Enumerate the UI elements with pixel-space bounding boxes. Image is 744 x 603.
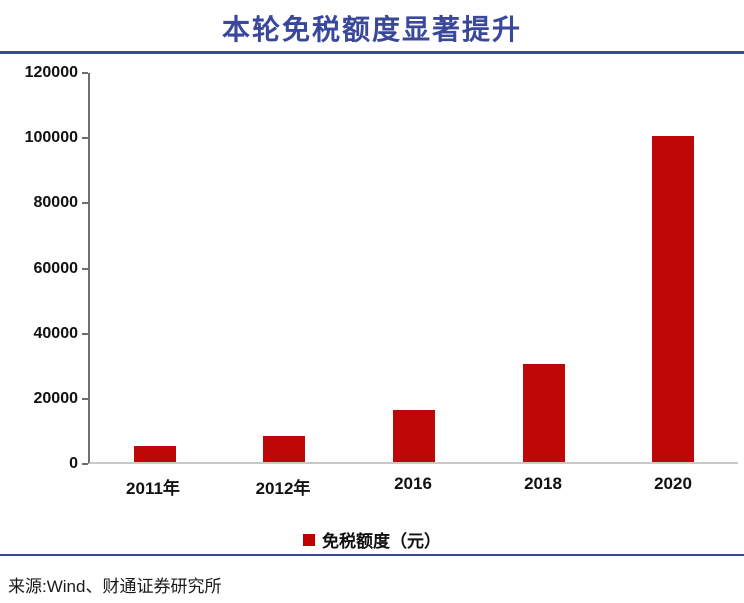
y-tick-label: 60000 <box>33 259 79 277</box>
legend-label: 免税额度（元） <box>322 532 441 551</box>
bar-column <box>349 73 479 462</box>
y-tick-label: 20000 <box>33 389 79 407</box>
x-tick-label: 2020 <box>654 474 692 493</box>
bar-column <box>608 73 738 462</box>
y-tick-mark <box>82 72 88 74</box>
bar <box>263 435 306 462</box>
y-tick-mark <box>82 397 88 400</box>
x-tick-label: 2012年 <box>255 479 311 498</box>
bar-column <box>220 73 350 462</box>
source-caption: 来源:Wind、财通证券研究所 <box>8 577 222 596</box>
legend: 免税额度（元） <box>0 527 744 552</box>
x-tick-label: 2016 <box>394 474 432 493</box>
x-tick-label: 2018 <box>524 474 562 493</box>
y-tick-label: 120000 <box>24 64 78 81</box>
y-tick-label: 0 <box>69 455 78 472</box>
x-axis-labels: 2011年 2012年 2016 2018 2020 <box>88 474 738 499</box>
bar <box>392 409 435 462</box>
plot-area <box>88 73 738 464</box>
bar <box>522 364 565 462</box>
chart-title: 本轮免税额度显著提升 <box>221 14 522 45</box>
y-tick-label: 80000 <box>33 194 79 212</box>
bar <box>652 136 695 462</box>
y-tick-mark <box>82 267 88 270</box>
x-tick-label: 2011年 <box>126 479 180 498</box>
bar-column <box>479 73 609 462</box>
y-tick-mark <box>82 137 88 140</box>
y-tick-mark <box>82 332 88 335</box>
bar-column <box>90 73 220 462</box>
y-tick-mark <box>82 463 88 465</box>
y-tick-label: 100000 <box>24 129 78 147</box>
title-divider-line <box>0 51 744 54</box>
bar-series <box>90 73 738 462</box>
bar <box>133 445 176 462</box>
footer-divider-line <box>0 554 744 556</box>
legend-swatch-icon <box>303 533 315 546</box>
y-tick-label: 40000 <box>33 324 79 342</box>
y-tick-mark <box>82 202 88 205</box>
